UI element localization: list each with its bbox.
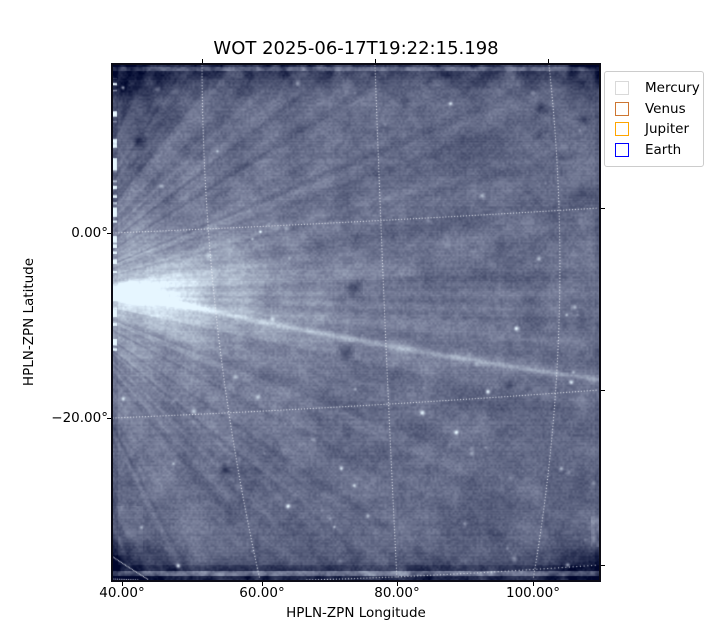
y-tick-right: [601, 208, 605, 210]
legend-entry-earth: Earth: [615, 140, 703, 161]
x-tick-label: 100.00°: [506, 585, 560, 601]
earth-marker-icon: [615, 142, 629, 157]
y-tick-label: −20.00°: [51, 410, 108, 426]
x-tick-top: [548, 59, 550, 63]
mercury-marker-icon: [615, 81, 629, 96]
x-axis-label: HPLN-ZPN Longitude: [286, 605, 426, 621]
legend-entry-mercury: Mercury: [615, 78, 703, 99]
plot-area: [111, 63, 601, 582]
legend-label-jupiter: Jupiter: [645, 121, 690, 138]
x-tick-top: [375, 59, 377, 63]
x-tick-label: 60.00°: [239, 585, 285, 601]
legend: Mercury Venus Jupiter Earth: [604, 71, 704, 167]
y-tick-right: [601, 565, 605, 567]
venus-marker-icon: [615, 101, 629, 116]
x-tick-bottom: [262, 582, 264, 586]
y-tick-label: 0.00°: [71, 225, 108, 241]
legend-entry-venus: Venus: [615, 99, 703, 120]
telescope-image: [113, 65, 599, 580]
legend-entry-jupiter: Jupiter: [615, 119, 703, 140]
x-tick-bottom: [397, 582, 399, 586]
legend-label-venus: Venus: [645, 100, 686, 117]
y-tick-left: [107, 233, 111, 235]
plot-title: WOT 2025-06-17T19:22:15.198: [213, 38, 499, 59]
x-tick-bottom: [533, 582, 535, 586]
jupiter-marker-icon: [615, 122, 629, 137]
x-tick-label: 40.00°: [99, 585, 145, 601]
x-tick-top: [202, 59, 204, 63]
y-axis-label: HPLN-ZPN Latitude: [21, 257, 37, 387]
y-tick-right: [601, 390, 605, 392]
x-tick-bottom: [122, 582, 124, 586]
y-tick-left: [107, 418, 111, 420]
legend-label-earth: Earth: [645, 141, 682, 158]
legend-label-mercury: Mercury: [645, 80, 700, 97]
x-tick-label: 80.00°: [374, 585, 420, 601]
